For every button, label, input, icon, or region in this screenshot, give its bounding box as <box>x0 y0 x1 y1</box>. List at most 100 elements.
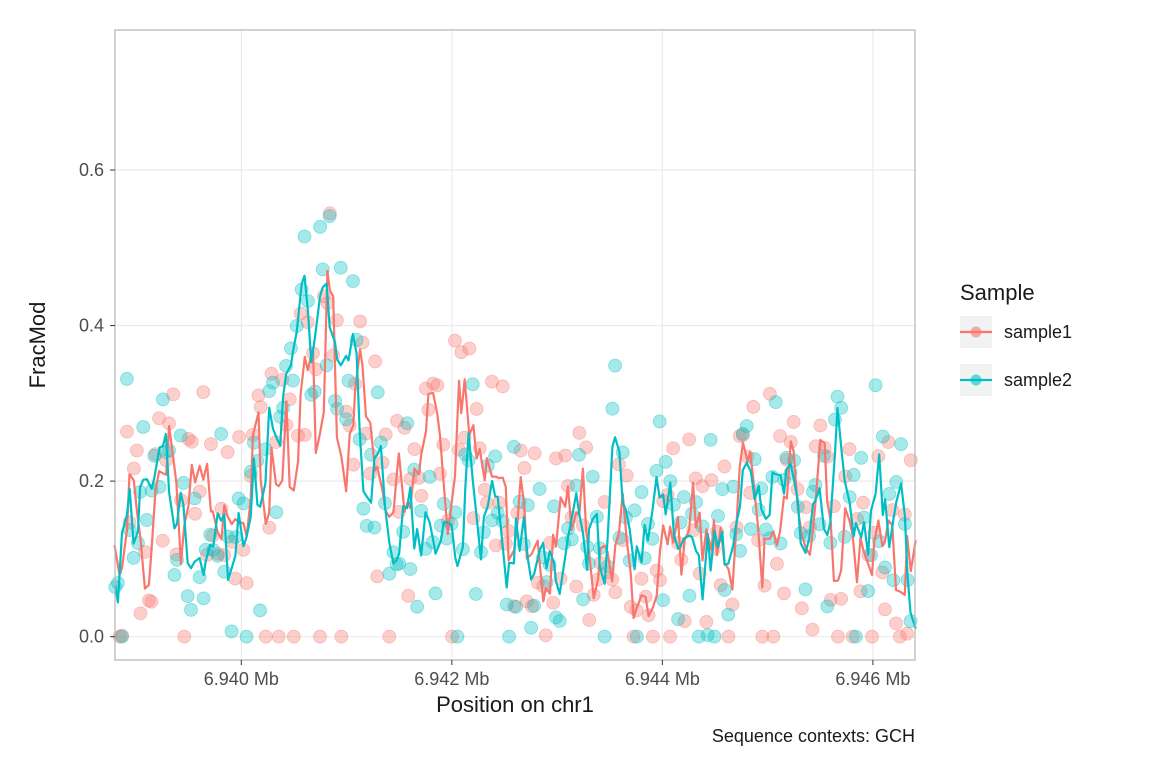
point-sample2 <box>168 568 181 581</box>
point-sample1 <box>609 586 622 599</box>
point-sample1 <box>653 574 666 587</box>
point-sample2 <box>137 420 150 433</box>
point-sample2 <box>887 574 900 587</box>
point-sample2 <box>174 429 187 442</box>
point-sample2 <box>677 491 690 504</box>
legend-label-sample1: sample1 <box>1004 322 1072 342</box>
point-sample1 <box>705 474 718 487</box>
x-axis-label: Position on chr1 <box>436 692 594 717</box>
point-sample1 <box>700 615 713 628</box>
point-sample2 <box>334 261 347 274</box>
plot-panel <box>115 30 915 660</box>
chart-svg: 6.940 Mb6.942 Mb6.944 Mb6.946 Mb0.00.20.… <box>0 0 1152 768</box>
point-sample2 <box>215 428 228 441</box>
point-sample1 <box>835 592 848 605</box>
point-sample2 <box>609 359 622 372</box>
point-sample2 <box>423 470 436 483</box>
point-sample1 <box>354 315 367 328</box>
point-sample2 <box>503 630 516 643</box>
point-sample2 <box>320 359 333 372</box>
point-sample2 <box>855 451 868 464</box>
point-sample2 <box>181 590 194 603</box>
point-sample1 <box>431 379 444 392</box>
point-sample2 <box>120 372 133 385</box>
point-sample2 <box>116 630 129 643</box>
point-sample2 <box>401 417 414 430</box>
point-sample2 <box>266 376 279 389</box>
point-sample1 <box>369 355 382 368</box>
point-sample2 <box>411 600 424 613</box>
x-tick-label: 6.946 Mb <box>835 669 910 689</box>
point-sample1 <box>767 630 780 643</box>
caption: Sequence contexts: GCH <box>712 726 915 746</box>
point-sample2 <box>156 393 169 406</box>
point-sample2 <box>598 630 611 643</box>
point-sample1 <box>722 630 735 643</box>
point-sample1 <box>233 431 246 444</box>
y-tick-label: 0.6 <box>79 160 104 180</box>
point-sample2 <box>849 630 862 643</box>
point-sample1 <box>470 402 483 415</box>
point-sample2 <box>254 604 267 617</box>
point-sample1 <box>878 603 891 616</box>
point-sample2 <box>862 585 875 598</box>
point-sample2 <box>683 589 696 602</box>
point-sample2 <box>740 420 753 433</box>
point-sample1 <box>787 415 800 428</box>
point-sample2 <box>879 561 892 574</box>
point-sample2 <box>240 630 253 643</box>
legend-point-sample1 <box>971 327 982 338</box>
point-sample2 <box>197 592 210 605</box>
point-sample1 <box>547 596 560 609</box>
point-sample1 <box>402 589 415 602</box>
point-sample1 <box>747 400 760 413</box>
y-tick-label: 0.0 <box>79 627 104 647</box>
point-sample2 <box>437 497 450 510</box>
point-sample1 <box>254 401 267 414</box>
point-sample1 <box>758 579 771 592</box>
point-sample2 <box>340 413 353 426</box>
point-sample2 <box>635 486 648 499</box>
point-sample2 <box>659 455 672 468</box>
point-sample1 <box>221 446 234 459</box>
x-tick-label: 6.944 Mb <box>625 669 700 689</box>
point-sample1 <box>667 442 680 455</box>
point-sample1 <box>635 572 648 585</box>
point-sample1 <box>528 447 541 460</box>
point-sample1 <box>240 577 253 590</box>
point-sample1 <box>831 630 844 643</box>
point-sample2 <box>371 386 384 399</box>
point-sample1 <box>559 449 572 462</box>
point-sample1 <box>287 630 300 643</box>
point-sample2 <box>628 504 641 517</box>
legend: sample1 sample2 <box>960 316 1072 396</box>
point-sample1 <box>371 570 384 583</box>
y-axis-label: FracMod <box>25 302 50 389</box>
legend-label-sample2: sample2 <box>1004 370 1072 390</box>
point-sample1 <box>901 627 914 640</box>
point-sample1 <box>330 314 343 327</box>
point-sample2 <box>140 514 153 527</box>
point-sample1 <box>463 342 476 355</box>
point-sample1 <box>573 426 586 439</box>
point-sample1 <box>866 630 879 643</box>
point-sample2 <box>489 450 502 463</box>
point-sample2 <box>397 525 410 538</box>
point-sample1 <box>408 443 421 456</box>
x-tick-label: 6.942 Mb <box>414 669 489 689</box>
legend-point-sample2 <box>971 375 982 386</box>
point-sample2 <box>672 613 685 626</box>
point-sample2 <box>769 396 782 409</box>
point-sample1 <box>415 489 428 502</box>
point-sample2 <box>368 521 381 534</box>
point-sample1 <box>145 595 158 608</box>
point-sample1 <box>259 630 272 643</box>
point-sample1 <box>120 425 133 438</box>
point-sample1 <box>197 386 210 399</box>
point-sample2 <box>577 593 590 606</box>
point-sample1 <box>448 334 461 347</box>
point-sample2 <box>462 454 475 467</box>
point-sample2 <box>722 608 735 621</box>
point-sample1 <box>335 630 348 643</box>
point-sample1 <box>814 419 827 432</box>
